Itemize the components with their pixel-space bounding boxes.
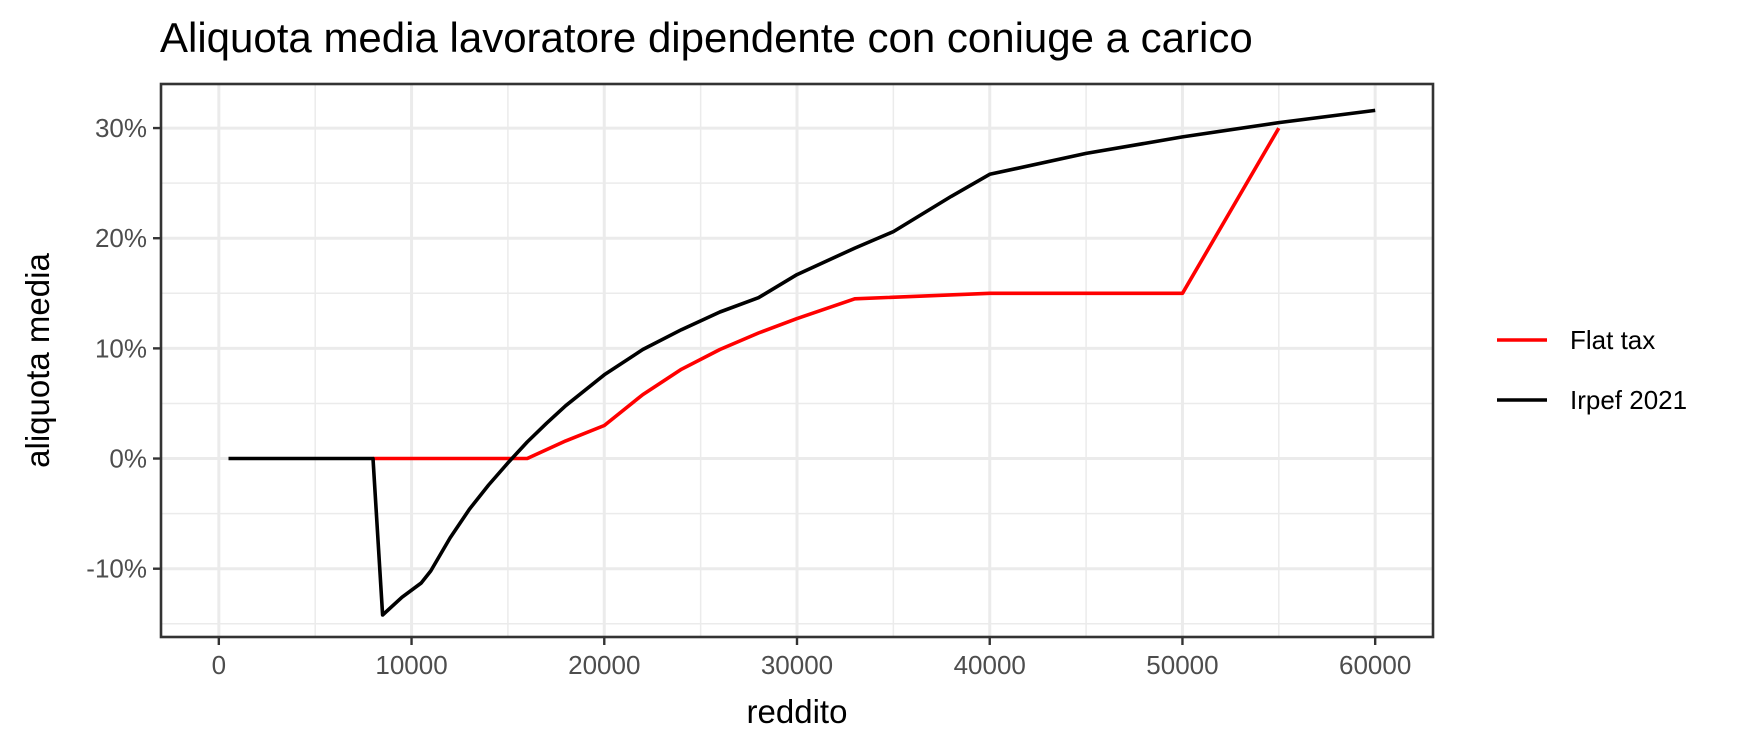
- legend-label: Flat tax: [1570, 325, 1655, 355]
- y-tick-label: -10%: [86, 554, 147, 584]
- x-tick-label: 60000: [1339, 650, 1411, 680]
- grid-major: [161, 84, 1433, 637]
- y-tick-label: 0%: [109, 444, 147, 474]
- x-tick-label: 50000: [1146, 650, 1218, 680]
- x-axis: 0 10000 20000 30000 40000 50000 60000: [212, 637, 1411, 680]
- series-line-flat-tax: [373, 127, 1281, 461]
- x-tick-label: 20000: [568, 650, 640, 680]
- chart-title: Aliquota media lavoratore dipendente con…: [160, 14, 1253, 61]
- y-tick-label: 30%: [95, 113, 147, 143]
- legend: Flat tax Irpef 2021: [1497, 325, 1687, 415]
- x-axis-title: reddito: [747, 693, 848, 730]
- x-tick-label: 10000: [375, 650, 447, 680]
- y-tick-label: 10%: [95, 333, 147, 363]
- y-axis-title: aliquota media: [19, 253, 56, 468]
- legend-label: Irpef 2021: [1570, 385, 1687, 415]
- y-axis: -10% 0% 10% 20% 30%: [86, 113, 161, 584]
- series-layer: [228, 108, 1376, 617]
- x-tick-label: 30000: [761, 650, 833, 680]
- x-tick-label: 0: [212, 650, 226, 680]
- series-line-irpef-2021: [228, 108, 1376, 617]
- y-tick-label: 20%: [95, 223, 147, 253]
- x-tick-label: 40000: [954, 650, 1026, 680]
